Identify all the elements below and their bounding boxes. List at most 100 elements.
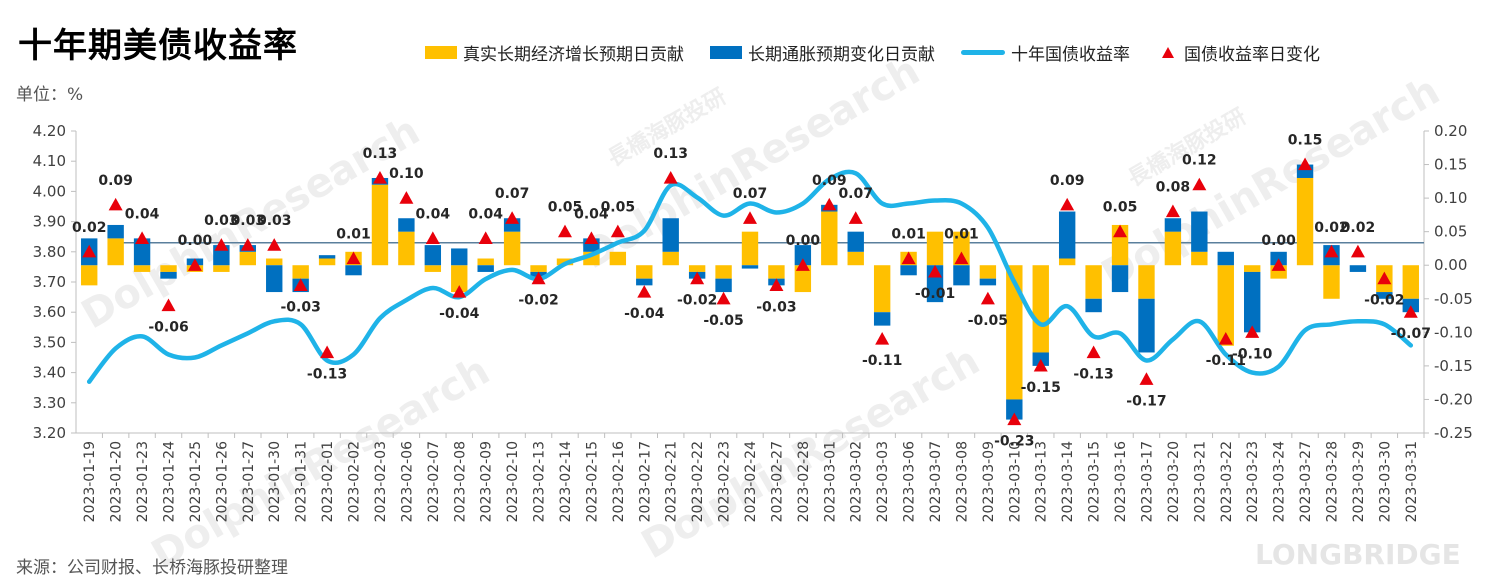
bar-real-growth	[636, 265, 653, 279]
x-axis-tick-label: 2023-02-03	[373, 441, 389, 522]
data-label: 0.03	[204, 213, 239, 229]
x-axis-tick-label: 2023-03-16	[1113, 441, 1129, 522]
bar-real-growth	[1402, 265, 1419, 299]
bar-real-growth	[503, 231, 521, 266]
bar-inflation	[160, 271, 177, 279]
x-axis-tick-label: 2023-02-22	[690, 441, 706, 522]
data-label: 0.15	[1288, 133, 1323, 149]
change-marker	[980, 291, 995, 305]
x-axis-tick-label: 2023-03-17	[1139, 441, 1155, 522]
data-label: 0.04	[574, 206, 609, 222]
change-marker	[584, 231, 599, 244]
change-marker	[1139, 372, 1154, 385]
data-label: 0.02	[1341, 220, 1376, 236]
bar-real-growth	[953, 231, 970, 266]
bar-real-growth	[107, 238, 124, 266]
left-axis-tick-label: 4.00	[33, 182, 66, 200]
x-axis-tick-label: 2023-03-14	[1060, 441, 1076, 522]
data-label: -0.05	[968, 313, 1008, 329]
left-axis-tick-label: 3.80	[33, 243, 66, 261]
bar-real-growth	[292, 265, 309, 279]
bar-inflation	[953, 265, 970, 286]
change-marker	[214, 238, 229, 251]
x-axis-tick-label: 2023-02-14	[558, 441, 574, 522]
right-axis-tick-label: 0.20	[1434, 122, 1467, 140]
x-axis-tick-label: 2023-02-16	[611, 441, 627, 522]
bar-real-growth	[1058, 258, 1076, 266]
bar-inflation	[424, 245, 442, 266]
x-axis-tick-label: 2023-03-09	[981, 441, 997, 522]
bar-real-growth	[424, 265, 442, 272]
x-axis-tick-label: 2023-01-25	[188, 441, 204, 522]
data-label: 0.09	[98, 173, 133, 189]
bar-inflation	[1217, 251, 1234, 266]
data-label: -0.17	[1126, 393, 1166, 409]
bar-real-growth	[477, 258, 494, 266]
right-axis-tick-label: -0.20	[1434, 390, 1473, 408]
right-axis-tick-label: -0.15	[1434, 357, 1473, 375]
x-axis-tick-label: 2023-01-23	[135, 441, 151, 522]
change-marker	[610, 224, 625, 238]
right-axis-tick-label: -0.25	[1434, 424, 1473, 442]
data-label: -0.05	[703, 313, 743, 329]
bar-real-growth	[1138, 265, 1155, 299]
x-axis-tick-label: 2023-03-10	[1007, 441, 1023, 522]
bar-inflation	[636, 278, 653, 286]
bar-inflation	[1006, 399, 1023, 420]
axes-layer: 4.20 4.10 4.00 3.90 3.80 3.70 3.60 3.50 3.40 3.30…	[33, 122, 1473, 522]
bar-inflation	[1244, 271, 1261, 333]
data-label: 0.07	[495, 186, 530, 202]
data-label: -0.11	[862, 353, 902, 369]
bar-real-growth	[1323, 265, 1340, 299]
data-label: -0.15	[1021, 380, 1061, 396]
data-label: 0.09	[1050, 173, 1085, 189]
right-axis-tick-label: -0.05	[1434, 290, 1473, 308]
right-axis-tick-label: 0.15	[1434, 156, 1467, 174]
x-axis-tick-label: 2023-02-27	[769, 441, 785, 522]
bar-real-growth	[81, 265, 98, 286]
bar-inflation	[1138, 298, 1155, 353]
data-label: -0.04	[624, 306, 665, 322]
change-marker	[1377, 271, 1392, 285]
yield-line	[86, 169, 1414, 384]
bar-inflation	[1191, 211, 1208, 252]
data-label: -0.02	[518, 293, 558, 309]
data-label: 0.09	[812, 173, 847, 189]
bar-real-growth	[266, 258, 283, 266]
bar-real-growth	[926, 231, 944, 266]
x-axis-tick-label: 2023-03-08	[954, 441, 970, 522]
x-axis-tick-label: 2023-02-21	[664, 441, 680, 522]
bar-real-growth	[398, 231, 415, 266]
change-marker	[135, 231, 150, 244]
legend-swatch-inflation	[710, 46, 742, 59]
bar-real-growth	[451, 265, 468, 293]
bar-real-growth	[741, 231, 759, 266]
data-label: -0.10	[1232, 346, 1273, 362]
change-marker	[161, 298, 176, 312]
change-marker	[1271, 258, 1286, 271]
bar-real-growth	[688, 265, 706, 272]
change-marker	[769, 278, 784, 291]
bar-inflation	[107, 224, 124, 239]
markers-layer	[82, 157, 1418, 426]
legend-label-change: 国债收益率日变化	[1184, 45, 1320, 65]
change-marker	[399, 191, 414, 204]
x-axis-tick-label: 2023-03-13	[1034, 441, 1050, 522]
left-axis-tick-label: 3.70	[33, 273, 66, 291]
right-axis-tick-label: -0.10	[1434, 323, 1473, 341]
x-axis-tick-label: 2023-01-27	[241, 441, 257, 522]
right-axis-tick-label: 0.00	[1434, 256, 1467, 274]
x-axis-tick-label: 2023-03-24	[1272, 441, 1288, 522]
change-marker	[452, 285, 467, 298]
change-marker	[1086, 345, 1101, 359]
x-axis-tick-label: 2023-03-03	[875, 441, 891, 522]
change-marker	[82, 244, 97, 258]
data-label: 0.10	[389, 166, 424, 182]
change-marker	[716, 291, 731, 305]
change-marker	[848, 211, 863, 224]
x-axis-tick-label: 2023-02-08	[452, 441, 468, 522]
data-label: 0.12	[1182, 153, 1217, 169]
bar-inflation	[1164, 218, 1182, 232]
bar-real-growth	[768, 265, 785, 279]
x-axis-tick-label: 2023-03-22	[1219, 441, 1235, 522]
